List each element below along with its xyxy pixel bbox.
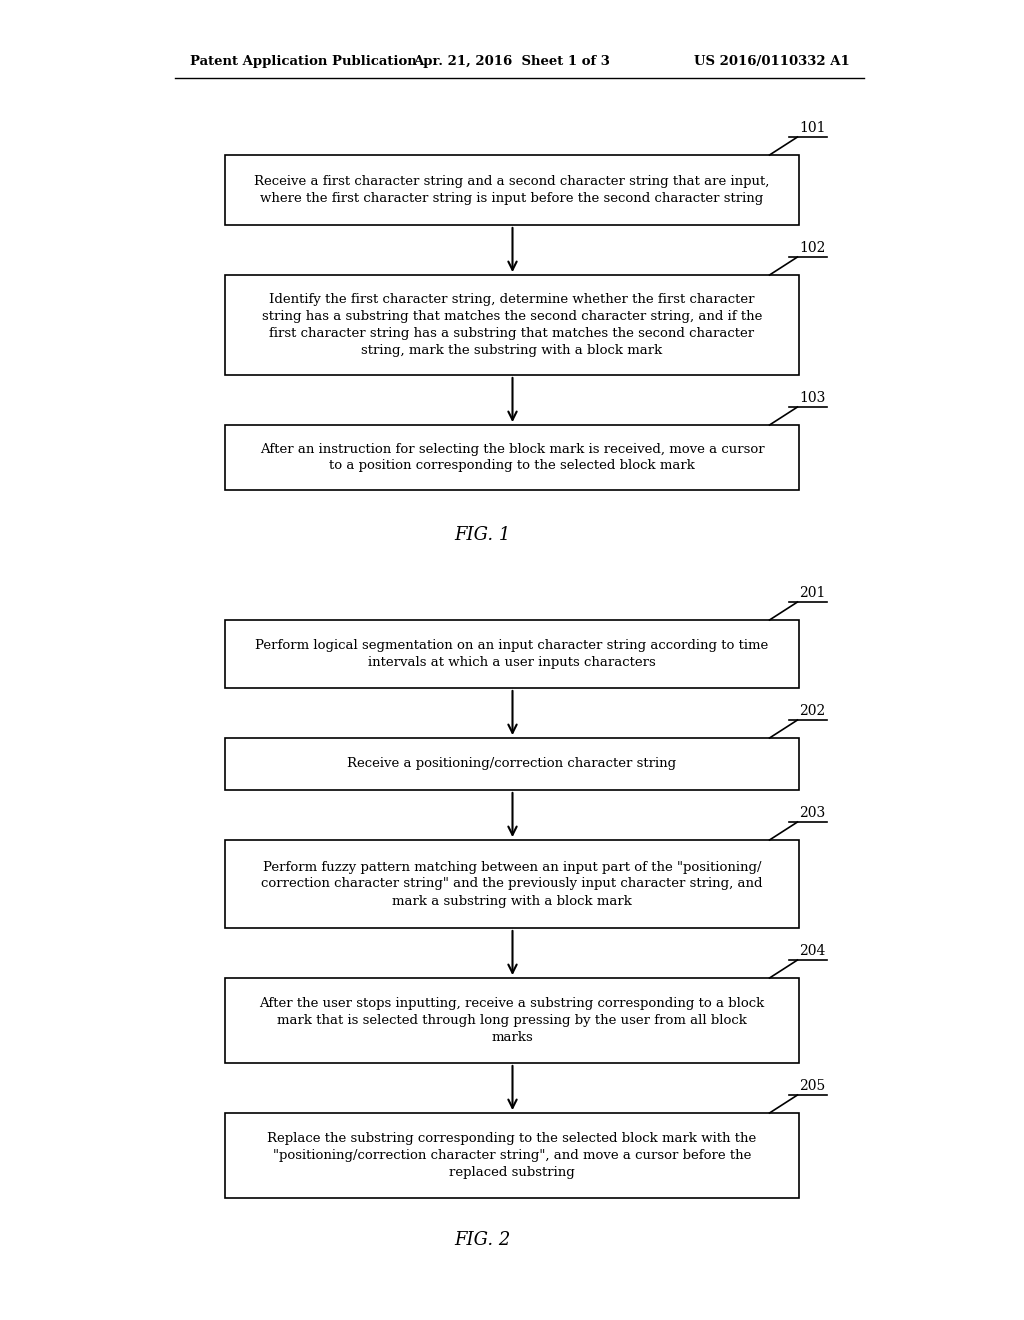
Text: Patent Application Publication: Patent Application Publication xyxy=(189,55,416,69)
Text: 202: 202 xyxy=(800,704,825,718)
Bar xyxy=(224,425,800,490)
Text: 201: 201 xyxy=(800,586,826,601)
Text: Perform logical segmentation on an input character string according to time
inte: Perform logical segmentation on an input… xyxy=(255,639,769,669)
Bar xyxy=(224,840,800,928)
Text: 204: 204 xyxy=(800,944,826,958)
Text: Receive a first character string and a second character string that are input,
w: Receive a first character string and a s… xyxy=(254,176,770,205)
Text: 203: 203 xyxy=(800,807,825,820)
Bar xyxy=(224,1113,800,1199)
Text: US 2016/0110332 A1: US 2016/0110332 A1 xyxy=(693,55,850,69)
Text: Replace the substring corresponding to the selected block mark with the
"positio: Replace the substring corresponding to t… xyxy=(267,1133,757,1179)
Text: FIG. 1: FIG. 1 xyxy=(454,525,510,544)
Bar xyxy=(224,620,800,688)
Text: Perform fuzzy pattern matching between an input part of the "positioning/
correc: Perform fuzzy pattern matching between a… xyxy=(261,861,763,908)
Text: 103: 103 xyxy=(800,391,826,405)
Text: 205: 205 xyxy=(800,1078,825,1093)
Text: After an instruction for selecting the block mark is received, move a cursor
to : After an instruction for selecting the b… xyxy=(260,442,764,473)
Text: Identify the first character string, determine whether the first character
strin: Identify the first character string, det… xyxy=(262,293,762,356)
Bar xyxy=(224,978,800,1063)
Bar xyxy=(224,154,800,224)
Text: Receive a positioning/correction character string: Receive a positioning/correction charact… xyxy=(347,758,677,771)
Bar xyxy=(224,275,800,375)
Text: 102: 102 xyxy=(800,242,826,255)
Text: 101: 101 xyxy=(800,121,826,135)
Bar xyxy=(224,738,800,789)
Text: Apr. 21, 2016  Sheet 1 of 3: Apr. 21, 2016 Sheet 1 of 3 xyxy=(414,55,610,69)
Text: FIG. 2: FIG. 2 xyxy=(454,1232,510,1249)
Text: After the user stops inputting, receive a substring corresponding to a block
mar: After the user stops inputting, receive … xyxy=(259,997,765,1044)
